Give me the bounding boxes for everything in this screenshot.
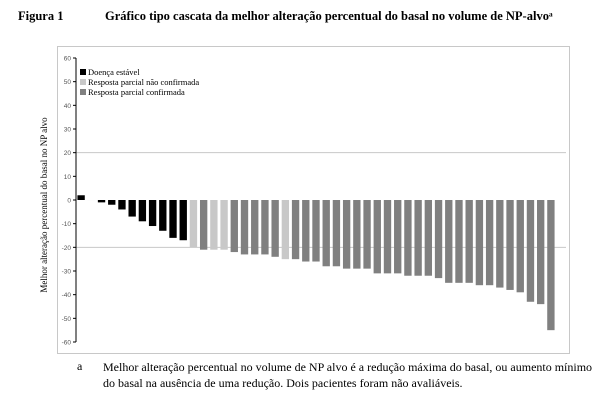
bar-24	[322, 200, 330, 267]
y-tick-label-0: 60	[64, 56, 72, 63]
y-tick-label-7: -10	[62, 221, 72, 228]
y-tick-label-12: -60	[62, 340, 72, 347]
legend-swatch-stable	[80, 69, 86, 75]
bar-28	[363, 200, 371, 269]
legend-label-stable: Doença estável	[88, 67, 140, 77]
bar-36	[445, 200, 453, 283]
y-tick-label-9: -30	[62, 269, 72, 276]
bar-29	[373, 200, 381, 274]
bar-35	[434, 200, 443, 279]
y-tick-label-4: 20	[64, 150, 72, 157]
footnote-marker: a	[77, 359, 83, 373]
legend: Doença estável Resposta parcial não conf…	[80, 67, 199, 97]
bar-43	[516, 200, 524, 293]
bar-7	[148, 200, 157, 227]
bar-8	[159, 200, 167, 231]
bar-5	[128, 200, 136, 217]
bars	[77, 195, 555, 331]
bar-18	[261, 200, 269, 255]
bar-32	[404, 200, 412, 276]
bar-9	[169, 200, 177, 238]
legend-label-unconfirmed: Resposta parcial não confirmada	[88, 77, 200, 87]
y-tick-label-11: -50	[62, 316, 72, 323]
legend-item-unconfirmed: Resposta parcial não confirmada	[80, 77, 199, 87]
legend-item-stable: Doença estável	[80, 67, 199, 77]
bar-33	[414, 200, 422, 276]
bar-10	[179, 200, 187, 241]
bar-6	[138, 200, 147, 222]
figure-label: Figura 1	[18, 9, 64, 23]
legend-item-confirmed: Resposta parcial confirmada	[80, 87, 199, 97]
bar-3	[108, 200, 116, 205]
y-tick-label-6: 0	[67, 198, 71, 205]
bar-13	[210, 200, 218, 250]
bar-44	[526, 200, 535, 302]
bar-40	[485, 200, 494, 286]
y-tick-label-8: -20	[62, 245, 72, 252]
bar-2	[97, 200, 106, 203]
y-tick-label-3: 30	[64, 127, 72, 134]
bar-46	[547, 200, 555, 331]
bar-38	[465, 200, 473, 283]
y-tick-label-5: 10	[64, 174, 72, 181]
bar-20	[281, 200, 290, 260]
bar-14	[220, 200, 228, 250]
bar-12	[199, 200, 208, 250]
legend-label-confirmed: Resposta parcial confirmada	[88, 87, 185, 97]
y-axis: 60 50 40 30 20 10 0 -10 -20 -30 -40 -50 -60	[62, 56, 77, 347]
bar-41	[496, 200, 504, 288]
y-tick-label-10: -40	[62, 292, 72, 299]
y-tick-label-2: 40	[64, 103, 72, 110]
bar-26	[342, 200, 351, 269]
bar-22	[302, 200, 310, 262]
bar-19	[271, 200, 279, 257]
figure-title: Gráfico tipo cascata da melhor alteração…	[105, 9, 553, 23]
y-axis-label: Melhor alteração percentual do basal no …	[39, 117, 49, 293]
bar-27	[353, 200, 361, 269]
bar-39	[475, 200, 484, 286]
bar-4	[118, 200, 126, 210]
legend-swatch-unconfirmed	[80, 79, 86, 85]
bar-21	[291, 200, 300, 260]
bar-34	[424, 200, 433, 276]
legend-swatch-confirmed	[80, 89, 86, 95]
bar-15	[230, 200, 238, 253]
bar-30	[383, 200, 392, 274]
bar-25	[332, 200, 341, 267]
y-tick-label-1: 50	[64, 79, 72, 86]
bar-0	[77, 195, 85, 200]
gridlines	[76, 152, 566, 248]
bar-23	[312, 200, 320, 262]
bar-42	[506, 200, 514, 290]
chart-frame	[57, 46, 570, 354]
bar-17	[251, 200, 259, 255]
bar-11	[189, 200, 198, 248]
bar-37	[455, 200, 463, 283]
footnote-text: Melhor alteração percentual no volume de…	[103, 360, 593, 390]
bar-45	[537, 200, 545, 305]
bar-16	[240, 200, 249, 255]
bar-31	[394, 200, 402, 274]
